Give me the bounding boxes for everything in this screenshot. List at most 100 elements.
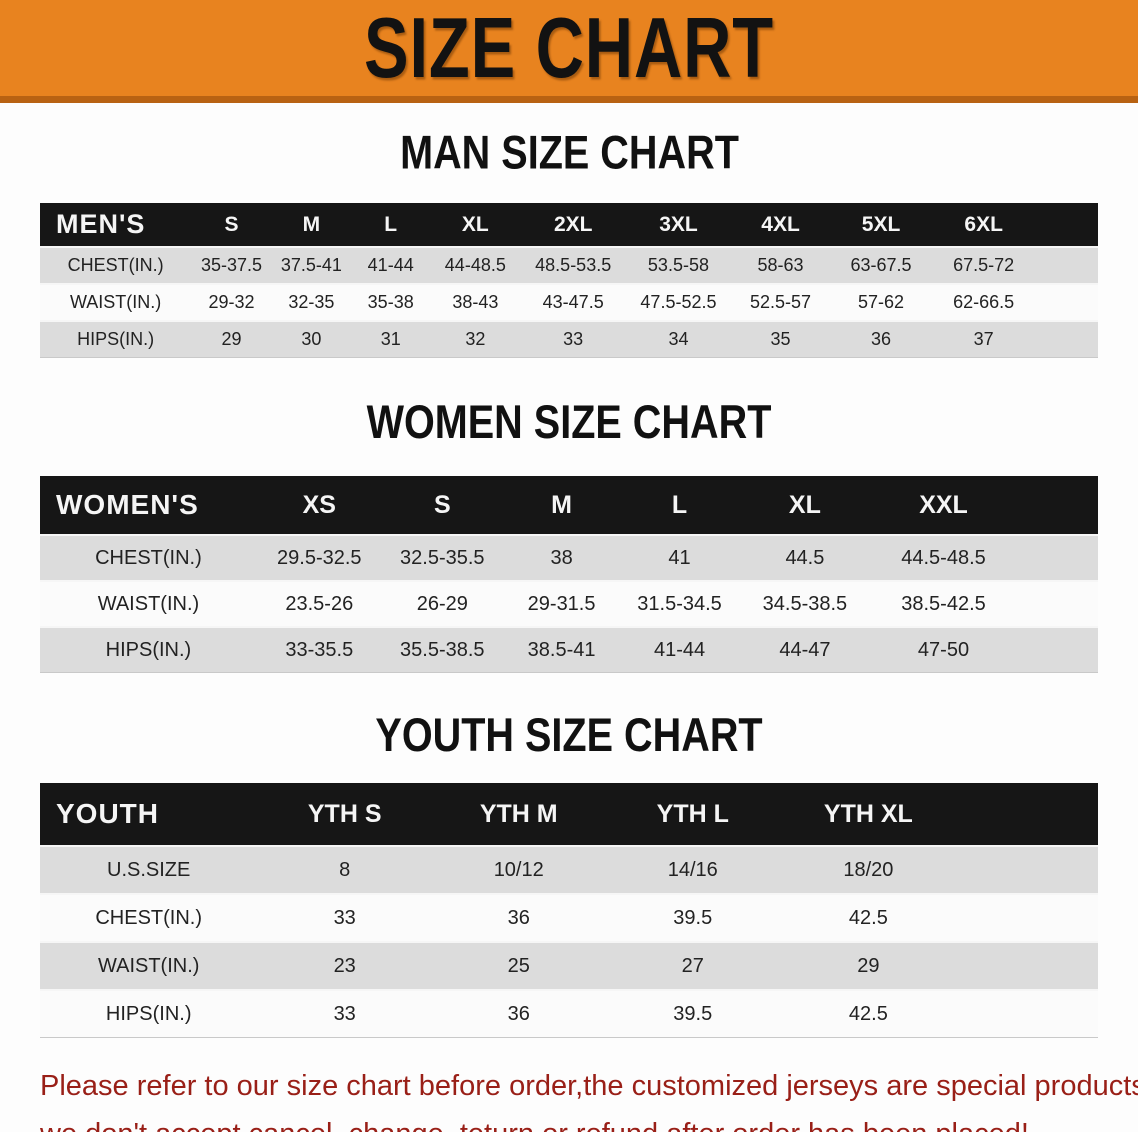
size-value-cell: 35-38 [351,283,431,321]
size-column-header: 3XL [626,203,731,247]
measurement-row: WAIST(IN.) 29-32 32-35 35-38 38-43 43-47.5 47.… [40,283,1098,321]
size-value-cell: 29.5-32.5 [256,534,382,581]
size-value-cell: 37 [931,320,1036,358]
size-value-cell: 38-43 [430,283,521,321]
size-value-cell: 25 [431,941,606,990]
women-size-table-grid: WOMEN'S XS S M L XL XXL CHEST(IN.) 29.5-32.5 32.5… [40,476,1098,673]
size-value-cell: 41-44 [620,626,739,673]
size-value-cell: 31 [351,320,431,358]
size-value-cell: 23 [257,941,432,990]
women-size-table: WOMEN'S XS S M L XL XXL CHEST(IN.) 29.5-32.5 32.5… [40,476,1098,673]
size-value-cell: 41-44 [351,246,431,284]
size-value-cell: 32-35 [271,283,352,321]
measurement-row: CHEST(IN.) 33 36 39.5 42.5 [40,893,1098,942]
row-filler-cell [1015,534,1098,581]
row-label: CHEST(IN.) [40,246,192,284]
size-value-cell: 67.5-72 [931,246,1036,284]
row-filler-cell [956,989,1098,1038]
size-column-header: YTH M [431,783,606,846]
size-value-cell: 33 [520,320,627,358]
row-filler-cell [1015,580,1098,627]
size-value-cell: 8 [257,845,432,894]
size-column-header: 6XL [931,203,1036,247]
women-group-label: WOMEN'S [40,476,257,535]
youth-group-label: YOUTH [40,783,258,846]
size-value-cell: 48.5-53.5 [520,246,627,284]
size-value-cell: 53.5-58 [626,246,731,284]
size-value-cell: 33-35.5 [256,626,382,673]
size-value-cell: 37.5-41 [271,246,352,284]
size-value-cell: 32 [430,320,521,358]
size-column-header: YTH L [605,783,781,846]
size-value-cell: 43-47.5 [520,283,627,321]
size-value-cell: 33 [257,989,432,1038]
size-value-cell: 42.5 [780,893,957,942]
size-value-cell: 18/20 [780,845,957,894]
row-label: CHEST(IN.) [40,893,258,942]
size-chart-banner: SIZE CHART [0,0,1138,103]
size-column-header: S [191,203,272,247]
size-value-cell: 44.5-48.5 [871,534,1016,581]
row-filler-cell [1035,246,1098,284]
size-value-cell: 36 [431,893,606,942]
size-value-cell: 62-66.5 [931,283,1036,321]
size-value-cell: 47.5-52.5 [626,283,731,321]
size-column-header: XS [256,476,382,535]
size-value-cell: 39.5 [605,893,781,942]
size-value-cell: 38.5-41 [502,626,621,673]
measurement-row: HIPS(IN.) 33-35.5 35.5-38.5 38.5-41 41-44 44-… [40,626,1098,673]
man-size-chart-heading-text: MAN SIZE CHART [399,125,739,180]
row-label: HIPS(IN.) [40,989,258,1038]
youth-size-chart-heading-text: YOUTH SIZE CHART [375,707,763,762]
disclaimer-line-2: we don't accept cancel, change, teturn o… [40,1110,1100,1132]
size-value-cell: 47-50 [871,626,1016,673]
size-column-header: XL [738,476,872,535]
row-filler-cell [1035,320,1098,358]
women-header-row: WOMEN'S XS S M L XL XXL [40,476,1098,535]
row-filler-cell [956,845,1098,894]
size-value-cell: 38.5-42.5 [871,580,1016,627]
size-column-header: 4XL [730,203,831,247]
size-value-cell: 58-63 [730,246,831,284]
youth-size-table-grid: YOUTH YTH S YTH M YTH L YTH XL U.S.SIZE 8 10/12… [40,783,1098,1038]
row-label: HIPS(IN.) [40,320,192,358]
header-filler-cell [1035,203,1098,247]
women-size-chart-heading: WOMEN SIZE CHART [0,394,1138,449]
size-value-cell: 44-48.5 [430,246,521,284]
size-value-cell: 29 [780,941,957,990]
size-column-header: 5XL [830,203,932,247]
size-value-cell: 23.5-26 [256,580,382,627]
header-filler-cell [1015,476,1098,535]
men-size-table-grid: MEN'S S M L XL 2XL 3XL 4XL 5XL 6XL CHEST(IN.) 35-37… [40,203,1098,358]
size-value-cell: 42.5 [780,989,957,1038]
row-label: U.S.SIZE [40,845,258,894]
row-filler-cell [956,941,1098,990]
row-filler-cell [1035,283,1098,321]
men-size-table: MEN'S S M L XL 2XL 3XL 4XL 5XL 6XL CHEST(IN.) 35-37… [40,203,1098,358]
size-value-cell: 52.5-57 [730,283,831,321]
measurement-row: CHEST(IN.) 29.5-32.5 32.5-35.5 38 41 44.5 44.5… [40,534,1098,581]
size-column-header: L [620,476,739,535]
banner-title: SIZE CHART [363,0,775,96]
row-label: WAIST(IN.) [40,283,192,321]
size-value-cell: 30 [271,320,352,358]
header-filler-cell [956,783,1098,846]
size-value-cell: 36 [431,989,606,1038]
measurement-row: HIPS(IN.) 33 36 39.5 42.5 [40,989,1098,1038]
size-column-header: M [502,476,621,535]
size-column-header: L [351,203,431,247]
youth-size-chart-heading: YOUTH SIZE CHART [0,707,1138,762]
size-value-cell: 34.5-38.5 [738,580,872,627]
size-value-cell: 34 [626,320,731,358]
man-size-chart-heading: MAN SIZE CHART [0,125,1138,180]
size-value-cell: 29-31.5 [502,580,621,627]
size-value-cell: 29 [191,320,272,358]
size-value-cell: 14/16 [605,845,781,894]
size-column-header: YTH S [257,783,432,846]
women-size-chart-heading-text: WOMEN SIZE CHART [366,394,772,449]
size-value-cell: 31.5-34.5 [620,580,739,627]
size-value-cell: 35.5-38.5 [381,626,503,673]
disclaimer-note: Please refer to our size chart before or… [40,1062,1138,1132]
size-value-cell: 35 [730,320,831,358]
